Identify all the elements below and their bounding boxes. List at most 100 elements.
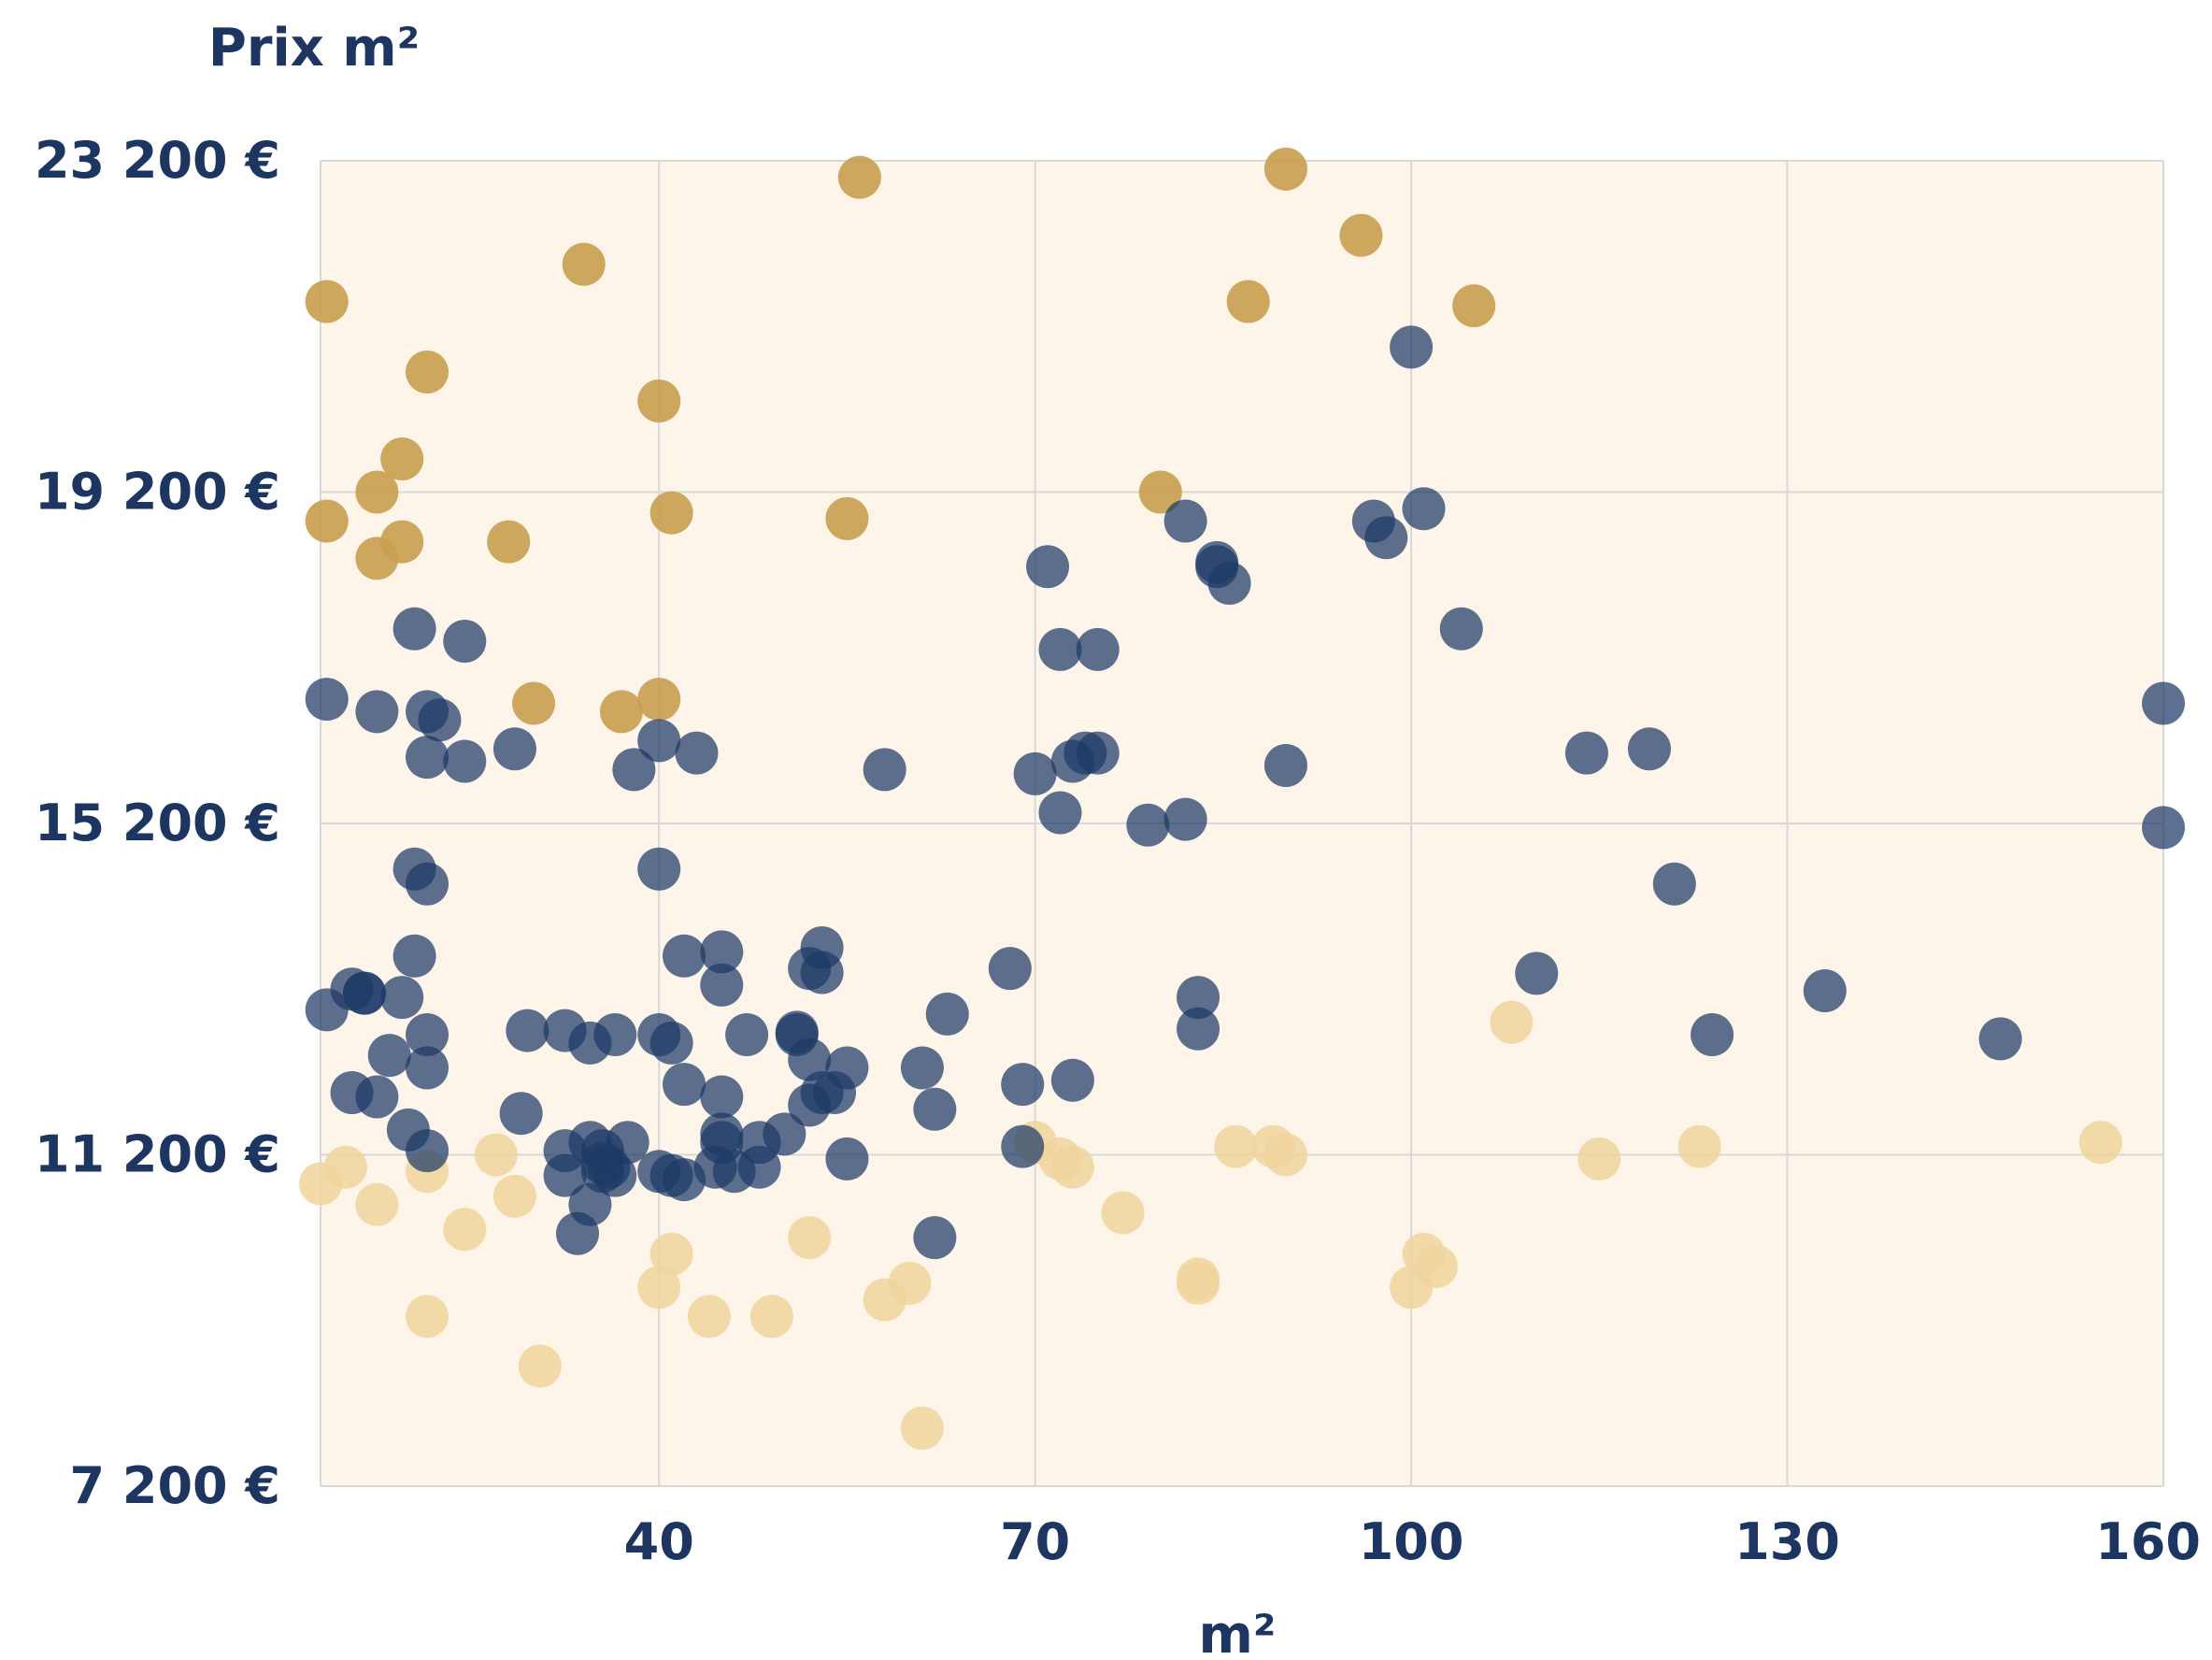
data-point-mid: [1627, 727, 1671, 771]
data-point-mid: [392, 607, 436, 651]
data-point-mid: [863, 748, 906, 792]
data-point-mid: [2142, 806, 2185, 850]
data-point-mid: [443, 620, 487, 664]
data-point-high: [305, 499, 349, 543]
data-point-mid: [988, 947, 1032, 991]
data-point-mid: [406, 1012, 450, 1056]
data-point-mid: [1515, 952, 1559, 995]
data-point-low: [1177, 1257, 1220, 1301]
x-axis-label: m²: [1199, 1605, 1277, 1660]
data-point-mid: [367, 1034, 411, 1078]
y-tick-label: 19 200 €: [35, 463, 280, 522]
data-point-low: [1214, 1124, 1258, 1168]
data-point-mid: [612, 748, 656, 792]
data-point-mid: [1050, 1058, 1094, 1102]
data-point-mid: [663, 934, 706, 978]
data-point-mid: [925, 992, 969, 1036]
data-point-high: [406, 350, 450, 394]
data-point-high: [649, 491, 693, 535]
data-point-high: [825, 496, 869, 540]
y-tick-label: 7 200 €: [70, 1456, 280, 1515]
data-point-high: [599, 690, 643, 734]
data-point-high: [380, 520, 424, 564]
x-tick-label: 160: [2095, 1512, 2201, 1571]
data-point-high: [1226, 279, 1270, 323]
data-point-low: [1577, 1137, 1621, 1181]
data-point-high: [1339, 213, 1383, 257]
data-point-mid: [506, 1009, 549, 1052]
data-point-low: [749, 1295, 793, 1338]
data-point-low: [1490, 1000, 1534, 1044]
data-point-mid: [900, 1046, 944, 1090]
data-point-mid: [1691, 1012, 1734, 1056]
x-tick-label: 130: [1734, 1512, 1840, 1571]
data-point-high: [512, 681, 556, 725]
data-point-mid: [825, 1137, 869, 1181]
data-point-mid: [1439, 607, 1483, 651]
y-axis-label: Prix m²: [208, 18, 420, 79]
data-point-mid: [418, 698, 462, 742]
data-point-high: [562, 242, 606, 286]
data-point-mid: [1001, 1124, 1045, 1168]
data-point-mid: [1013, 751, 1057, 795]
data-point-high: [1263, 147, 1307, 191]
data-point-mid: [1207, 561, 1251, 605]
data-point-mid: [1163, 499, 1207, 543]
data-point-mid: [737, 1145, 781, 1189]
data-point-mid: [1076, 731, 1120, 775]
data-point-low: [406, 1295, 450, 1338]
data-point-mid: [663, 1158, 706, 1202]
data-point-high: [1138, 470, 1182, 514]
data-point-mid: [1038, 627, 1082, 671]
data-point-low: [1263, 1133, 1307, 1177]
data-point-low: [1677, 1124, 1721, 1168]
data-point-mid: [700, 1075, 744, 1119]
data-point-low: [323, 1145, 367, 1189]
data-point-mid: [1026, 545, 1070, 589]
data-point-high: [380, 437, 424, 481]
data-point-mid: [443, 739, 487, 783]
data-point-low: [900, 1406, 944, 1450]
data-point-mid: [725, 1012, 769, 1056]
data-point-mid: [1001, 1063, 1045, 1107]
data-point-low: [1050, 1145, 1094, 1189]
data-point-mid: [637, 719, 681, 763]
data-point-mid: [1126, 803, 1170, 847]
data-point-mid: [380, 976, 424, 1020]
data-point-mid: [1402, 487, 1446, 531]
data-point-mid: [913, 1087, 957, 1131]
x-axis-ticks: 40 70 100 130 160: [624, 1512, 2201, 1571]
data-point-low: [649, 1232, 693, 1276]
data-point-mid: [406, 736, 450, 780]
data-point-mid: [800, 951, 844, 995]
data-point-mid: [406, 862, 450, 906]
data-point-mid: [663, 1063, 706, 1107]
data-point-mid: [1803, 969, 1847, 1013]
data-point-low: [637, 1266, 681, 1309]
data-point-low: [443, 1208, 487, 1252]
data-point-high: [1452, 284, 1496, 328]
data-points: [299, 147, 2185, 1450]
x-tick-label: 70: [1000, 1512, 1070, 1571]
data-point-low: [788, 1216, 832, 1260]
data-point-low: [687, 1295, 731, 1338]
data-point-high: [837, 155, 881, 199]
data-point-mid: [1263, 743, 1307, 787]
data-point-low: [518, 1344, 562, 1388]
y-tick-label: 23 200 €: [35, 131, 280, 190]
data-point-mid: [1177, 1007, 1220, 1051]
data-point-mid: [700, 1121, 744, 1165]
data-point-mid: [355, 690, 399, 734]
data-point-low: [888, 1261, 932, 1305]
data-point-mid: [913, 1216, 957, 1260]
data-point-mid: [1390, 325, 1434, 369]
data-point-high: [487, 520, 531, 564]
data-point-mid: [392, 934, 436, 978]
data-point-mid: [1163, 797, 1207, 841]
data-point-mid: [2142, 681, 2185, 725]
y-tick-label: 15 200 €: [35, 794, 280, 852]
data-point-mid: [1038, 791, 1082, 835]
x-tick-label: 100: [1359, 1512, 1464, 1571]
x-tick-label: 40: [624, 1512, 694, 1571]
